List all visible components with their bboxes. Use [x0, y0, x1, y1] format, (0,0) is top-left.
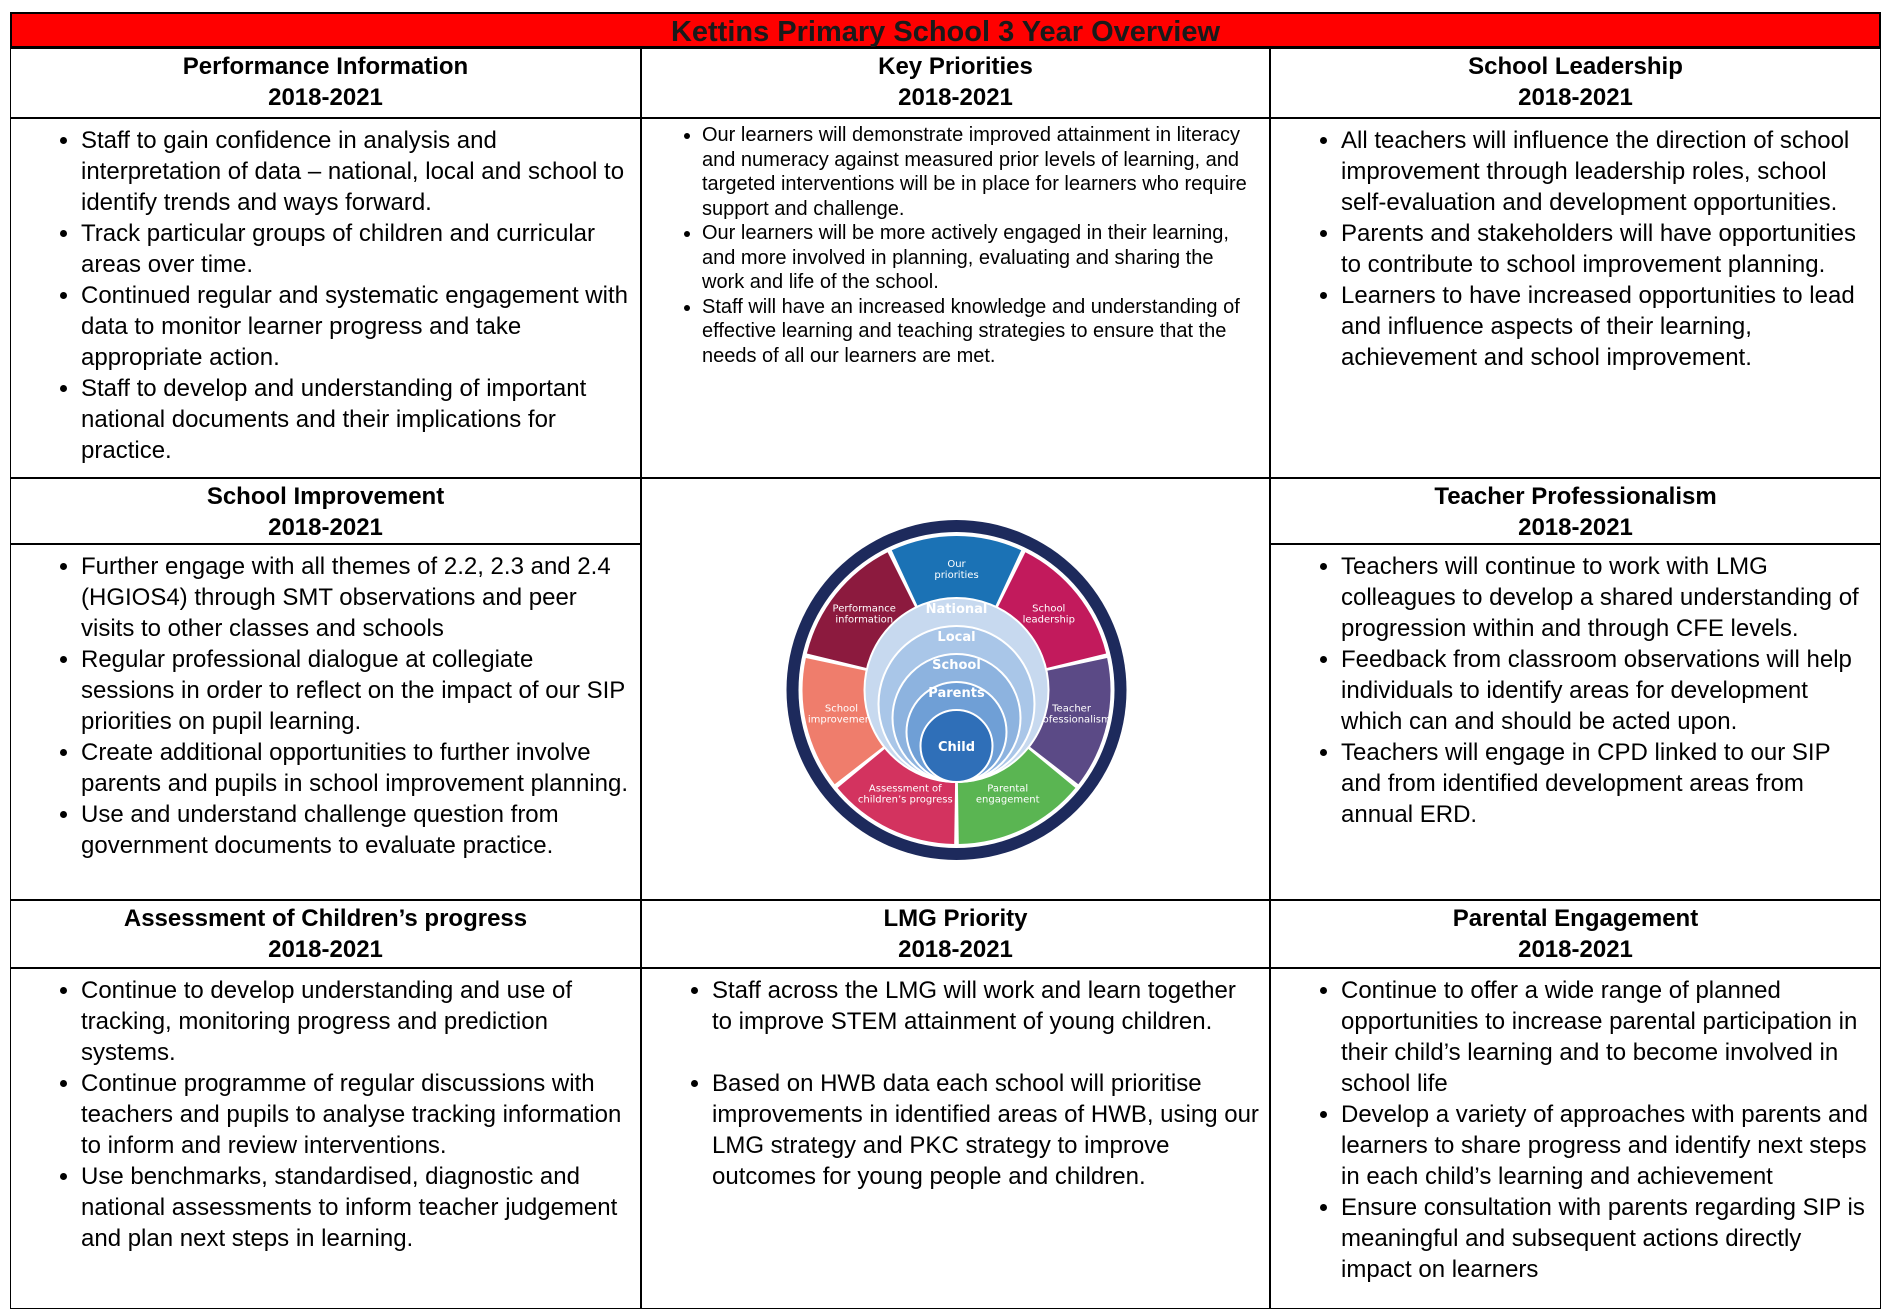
bullet-list: Staff across the LMG will work and learn…: [642, 969, 1269, 1192]
bullet: All teachers will influence the directio…: [1341, 125, 1872, 218]
bullet: Continue programme of regular discussion…: [81, 1068, 632, 1161]
segment-label-line: School: [1032, 603, 1065, 614]
heading-text: School Improvement: [206, 483, 445, 510]
section-heading: Key Priorities 2018-2021: [641, 48, 1270, 118]
bullet: Continued regular and systematic engagem…: [81, 280, 632, 373]
bullet-list: Our learners will demonstrate improved a…: [642, 119, 1269, 368]
bullet: Staff to gain confidence in analysis and…: [81, 125, 632, 218]
section-body: Teachers will continue to work with LMG …: [1270, 544, 1881, 900]
bullet: Feedback from classroom observations wil…: [1341, 644, 1872, 737]
section-heading: Parental Engagement 2018-2021: [1270, 900, 1881, 968]
section-body: Staff across the LMG will work and learn…: [641, 968, 1270, 1309]
document-title: Kettins Primary School 3 Year Overview: [10, 12, 1881, 48]
bullet: Continue to develop understanding and us…: [81, 975, 632, 1068]
bullet: Further engage with all themes of 2.2, 2…: [81, 551, 632, 644]
segment-label-line: priorities: [934, 570, 978, 581]
segment-label-line: Our: [947, 559, 966, 570]
bullet: Based on HWB data each school will prior…: [712, 1068, 1261, 1192]
segment-label-line: information: [835, 614, 893, 625]
bullet: Ensure consultation with parents regardi…: [1341, 1192, 1872, 1285]
heading-text: Performance Information: [182, 53, 469, 80]
bullet: Our learners will demonstrate improved a…: [702, 123, 1261, 221]
segment-label-line: engagement: [976, 794, 1040, 805]
heading-text: School Leadership: [1468, 53, 1683, 80]
heading-years: 2018-2021: [898, 936, 1013, 963]
bullet: Track particular groups of children and …: [81, 218, 632, 280]
segment-label: Parental engagement: [976, 783, 1040, 805]
bullet-list: All teachers will influence the directio…: [1271, 119, 1880, 373]
segment-label: Teacher professionalism: [1032, 703, 1110, 725]
bullet: Learners to have increased opportunities…: [1341, 280, 1872, 373]
segment-label-line: leadership: [1023, 614, 1075, 625]
bullet-list: Teachers will continue to work with LMG …: [1271, 545, 1880, 830]
bullet: Our learners will be more actively engag…: [702, 221, 1261, 295]
heading-text: LMG Priority: [883, 905, 1028, 932]
segment-label: Our priorities: [934, 559, 978, 581]
ring-label: Parents: [928, 686, 985, 701]
segment-label-line: School: [825, 703, 858, 714]
diagram-cell: Our priorities School leadership Teacher prof…: [641, 478, 1270, 900]
section-body: Staff to gain confidence in analysis and…: [10, 118, 641, 478]
bullet: Staff across the LMG will work and learn…: [712, 975, 1261, 1037]
segment-label: Performance information: [833, 603, 896, 625]
bullet-list: Staff to gain confidence in analysis and…: [11, 119, 640, 466]
bullet: Use benchmarks, standardised, diagnostic…: [81, 1161, 632, 1254]
heading-years: 2018-2021: [1518, 514, 1633, 541]
bullet: Use and understand challenge question fr…: [81, 799, 632, 861]
ring-label: Child: [938, 740, 975, 755]
bullet-list: Continue to offer a wide range of planne…: [1271, 969, 1880, 1285]
heading-years: 2018-2021: [268, 514, 383, 541]
section-heading: School Leadership 2018-2021: [1270, 48, 1881, 118]
bullet: Regular professional dialogue at collegi…: [81, 644, 632, 737]
segment-label-line: Assessment of: [869, 783, 942, 794]
heading-text: Assessment of Children’s progress: [123, 905, 528, 932]
section-heading: Teacher Professionalism 2018-2021: [1270, 478, 1881, 544]
segment-label: School improvement: [808, 703, 875, 725]
bullet-list: Further engage with all themes of 2.2, 2…: [11, 545, 640, 861]
bullet-list: Continue to develop understanding and us…: [11, 969, 640, 1254]
section-body: Further engage with all themes of 2.2, 2…: [10, 544, 641, 900]
section-body: Continue to develop understanding and us…: [10, 968, 641, 1309]
ring-label: National: [926, 602, 988, 617]
heading-text: Teacher Professionalism: [1434, 483, 1717, 510]
section-heading: LMG Priority 2018-2021: [641, 900, 1270, 968]
ring-label: School: [932, 658, 981, 673]
section-body: Continue to offer a wide range of planne…: [1270, 968, 1881, 1309]
section-heading: Assessment of Children’s progress 2018-20…: [10, 900, 641, 968]
segment-label-line: professionalism: [1032, 714, 1110, 725]
heading-years: 2018-2021: [898, 84, 1013, 111]
section-heading: Performance Information 2018-2021: [10, 48, 641, 118]
section-heading: School Improvement 2018-2021: [10, 478, 641, 544]
bullet: Parents and stakeholders will have oppor…: [1341, 218, 1872, 280]
overview-document: Kettins Primary School 3 Year Overview P…: [10, 12, 1883, 1309]
segment-label-line: Teacher: [1051, 703, 1092, 714]
heading-years: 2018-2021: [1518, 84, 1633, 111]
ring: [919, 709, 994, 783]
ring-label: Local: [937, 630, 975, 645]
bullet: Create additional opportunities to furth…: [81, 737, 632, 799]
bullet: Teachers will engage in CPD linked to ou…: [1341, 737, 1872, 830]
segment-label-line: Performance: [833, 603, 896, 614]
heading-years: 2018-2021: [268, 936, 383, 963]
bullet: Staff to develop and understanding of im…: [81, 373, 632, 466]
segment-label-line: Parental: [987, 783, 1028, 794]
section-body: Our learners will demonstrate improved a…: [641, 118, 1270, 478]
segment-label-line: improvement: [808, 714, 875, 725]
heading-years: 2018-2021: [1518, 936, 1633, 963]
segment-label-line: children’s progress: [858, 794, 953, 805]
bullet: Teachers will continue to work with LMG …: [1341, 551, 1872, 644]
section-body: All teachers will influence the directio…: [1270, 118, 1881, 478]
bullet: Continue to offer a wide range of planne…: [1341, 975, 1872, 1099]
bullet: Develop a variety of approaches with par…: [1341, 1099, 1872, 1192]
segment-label: School leadership: [1023, 603, 1075, 625]
bullet: Staff will have an increased knowledge a…: [702, 295, 1261, 369]
heading-years: 2018-2021: [268, 84, 383, 111]
heading-text: Parental Engagement: [1452, 905, 1699, 932]
heading-text: Key Priorities: [878, 53, 1033, 80]
segment-label: Assessment of children’s progress: [858, 783, 953, 805]
